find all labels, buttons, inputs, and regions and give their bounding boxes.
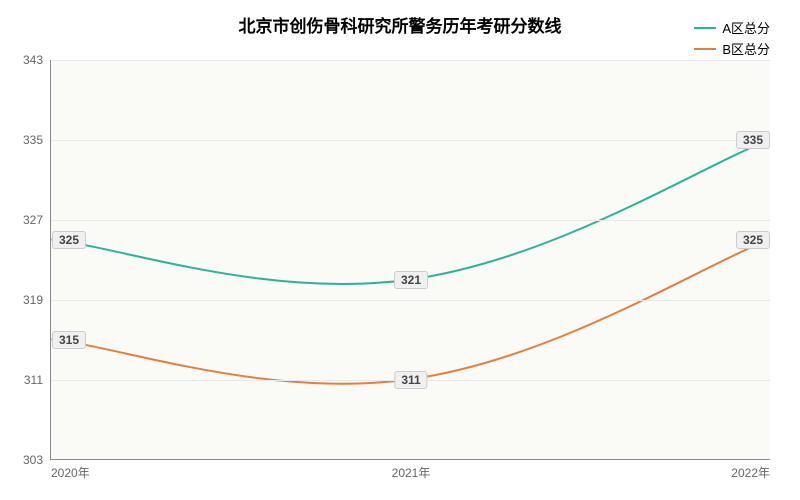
legend-item-a: A区总分 [694,18,770,37]
x-axis-label: 2021年 [392,464,431,481]
gridline [51,220,770,221]
chart-container: 北京市创伤骨科研究所警务历年考研分数线 A区总分 B区总分 303 311 319 3… [0,0,800,500]
x-axis-label: 2022年 [731,464,770,481]
legend-label-a: A区总分 [722,18,770,37]
legend-swatch-b [694,48,716,50]
chart-lines [51,60,770,459]
plot-area: 3033113193273353432020年2021年2022年3253213… [50,60,770,460]
data-point-label: 315 [52,331,86,349]
legend-label-b: B区总分 [722,39,770,58]
gridline [51,140,770,141]
x-axis-label: 2020年 [51,464,90,481]
y-axis-label: 327 [23,213,43,227]
y-axis-label: 303 [23,453,43,467]
data-point-label: 335 [736,131,770,149]
legend-swatch-a [694,27,716,29]
data-point-label: 325 [52,231,86,249]
series-line [51,140,769,284]
legend: A区总分 B区总分 [694,18,770,60]
y-axis-label: 319 [23,293,43,307]
y-axis-label: 343 [23,53,43,67]
gridline [51,60,770,61]
chart-title: 北京市创伤骨科研究所警务历年考研分数线 [239,12,562,37]
data-point-label: 321 [394,271,428,289]
gridline [51,300,770,301]
data-point-label: 325 [736,231,770,249]
y-axis-label: 335 [23,133,43,147]
legend-item-b: B区总分 [694,39,770,58]
data-point-label: 311 [394,371,427,389]
y-axis-label: 311 [24,373,43,387]
